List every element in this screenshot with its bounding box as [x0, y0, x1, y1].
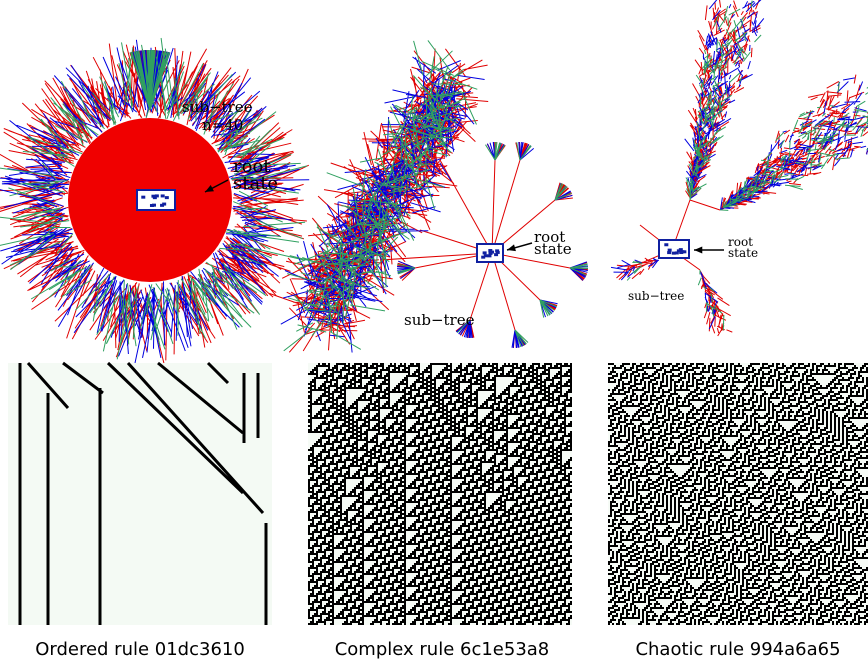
root-state-cell	[668, 249, 672, 252]
root-state-cell	[679, 248, 683, 251]
root-state-cell	[152, 204, 156, 207]
root-state-cell	[481, 256, 485, 259]
size-label: n=40	[202, 116, 243, 134]
subtree-branches	[627, 0, 868, 330]
root-state-cell	[490, 251, 494, 254]
caption: Ordered rule 01dc3610	[35, 639, 245, 660]
root-state-cell	[487, 254, 491, 257]
subtree-label: sub−tree	[628, 289, 684, 303]
state-label: state	[728, 246, 758, 260]
subtree-edge	[492, 160, 520, 253]
figure: sub−tree n=40 root state root state sub−…	[0, 0, 868, 669]
root-state-cell	[664, 243, 668, 246]
subtree-label: sub−tree	[182, 98, 253, 116]
subtree-edge	[625, 200, 720, 270]
root-state-cell	[682, 250, 686, 253]
basin-trees	[0, 0, 868, 364]
root-state-cell	[162, 203, 166, 206]
subtree-edge	[492, 160, 495, 253]
root-state-cell	[165, 196, 169, 199]
subtree-label: sub−tree	[404, 311, 475, 329]
root-state	[659, 240, 689, 258]
state-label: state	[534, 240, 572, 258]
caption: Chaotic rule 994a6a65	[635, 639, 840, 660]
caption: Complex rule 6c1e53a8	[335, 639, 550, 660]
state-label: state	[233, 173, 278, 194]
root-state-cell	[675, 251, 679, 254]
root-state-cell	[141, 196, 145, 199]
arrow-head	[507, 244, 516, 251]
root-state-cell	[483, 251, 487, 254]
root-state	[137, 190, 175, 210]
arrow-head	[694, 246, 702, 253]
subtree-edge	[470, 253, 492, 320]
space-time-patterns	[8, 363, 868, 625]
root-state-cell	[494, 253, 498, 256]
root-state-cell	[155, 194, 159, 197]
root-state-cell	[161, 194, 165, 197]
